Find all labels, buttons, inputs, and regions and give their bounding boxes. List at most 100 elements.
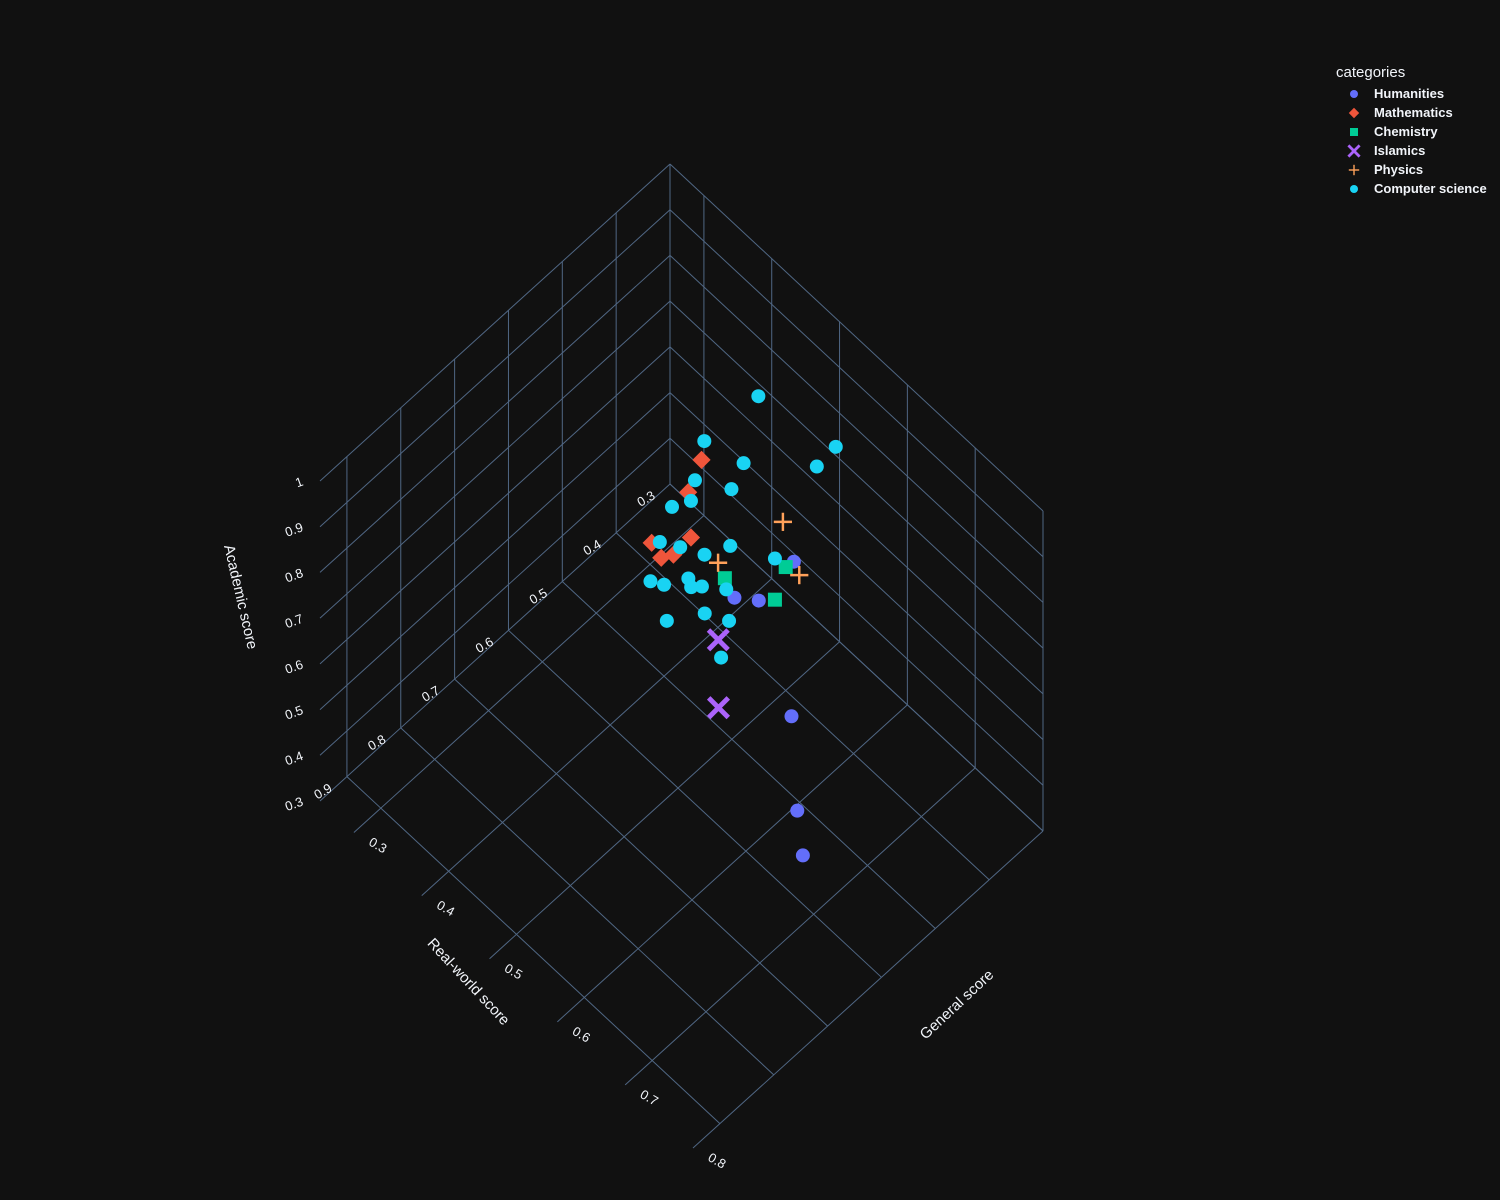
- grid-line-z: [319, 437, 671, 756]
- data-point: [697, 606, 712, 621]
- legend-marker: [1350, 127, 1358, 136]
- data-point: [664, 545, 683, 564]
- data-point: [722, 613, 737, 628]
- data-point: [723, 538, 738, 553]
- y-tick-label: 0.8: [365, 731, 388, 753]
- legend-item[interactable]: Chemistry: [1336, 122, 1487, 141]
- data-point: [659, 613, 674, 628]
- legend-item[interactable]: Mathematics: [1336, 103, 1487, 122]
- grid-line-z: [669, 346, 1044, 695]
- data-point: [795, 848, 810, 863]
- data-point: [683, 493, 698, 508]
- grid-line-x: [421, 578, 773, 897]
- grid-line-z: [669, 392, 1044, 740]
- legend-items: Humanities Mathematics Chemistry Islamics Ph…: [1336, 84, 1487, 198]
- data-point: [767, 551, 782, 566]
- data-point: [714, 650, 729, 665]
- data-point: [751, 389, 766, 404]
- z-tick-label: 0.4: [283, 748, 305, 768]
- data-point: [652, 535, 667, 550]
- legend-title: categories: [1336, 64, 1406, 81]
- legend-item[interactable]: Humanities: [1336, 84, 1487, 103]
- grid-line-y: [561, 581, 936, 929]
- data-point: [652, 548, 671, 567]
- grid-line-x: [489, 641, 840, 960]
- legend-marker: [1347, 143, 1361, 158]
- data-point: [809, 459, 824, 474]
- legend-item[interactable]: Computer science: [1336, 179, 1487, 198]
- x-tick-label: 0.6: [570, 1023, 593, 1045]
- grid-line-z: [319, 346, 671, 665]
- grid-line-z: [669, 255, 1044, 603]
- grid-line-x: [692, 830, 1044, 1149]
- legend-symbol-icon: [1347, 143, 1361, 158]
- data-point: [751, 593, 766, 608]
- z-tick-label: 1: [293, 474, 305, 491]
- y-tick-label: 0.6: [473, 634, 496, 656]
- legend-symbol-icon: [1350, 127, 1358, 136]
- data-point: [643, 574, 658, 589]
- data-point: [681, 528, 701, 547]
- data-point: [694, 579, 709, 594]
- grid-line-x: [353, 515, 705, 833]
- grid-line-y: [454, 678, 828, 1027]
- data-point: [697, 547, 712, 562]
- data-point: [665, 499, 680, 514]
- data-point: [778, 560, 793, 575]
- grid-line-z: [669, 300, 1044, 649]
- x-tick-label: 0.4: [434, 897, 457, 919]
- y-tick-label: 0.4: [580, 536, 603, 558]
- data-point: [684, 580, 699, 595]
- legend-label: Computer science: [1374, 181, 1487, 196]
- legend-label: Physics: [1374, 162, 1424, 177]
- data-point: [717, 571, 732, 586]
- legend-item[interactable]: Physics: [1336, 160, 1487, 179]
- y-tick-label: 0.7: [419, 683, 442, 705]
- x-tick-label: 0.8: [706, 1150, 729, 1172]
- data-point: [719, 582, 734, 597]
- axis-titles: Academic score Real-world score General …: [220, 543, 997, 1043]
- grid-line-y: [400, 727, 775, 1076]
- legend-symbol-icon: [1350, 89, 1358, 98]
- data-point: [697, 434, 712, 449]
- data-markers: [642, 389, 843, 863]
- legend: categories Humanities Mathematics Chemistr…: [1336, 64, 1487, 198]
- grid-line-z: [319, 255, 671, 573]
- grid-line-x: [624, 767, 976, 1086]
- grid-line-y: [346, 776, 721, 1124]
- legend-symbol-icon: [1350, 184, 1358, 193]
- x-tick-label: 0.5: [502, 960, 525, 982]
- x-tick-label: 0.7: [638, 1087, 661, 1109]
- data-point: [736, 456, 751, 471]
- grid-line-y: [508, 629, 882, 978]
- y-tick-label: 0.5: [527, 585, 550, 607]
- grid-line-x: [557, 704, 908, 1023]
- legend-symbol-icon: [1348, 164, 1360, 175]
- data-point: [687, 473, 702, 488]
- legend-label: Humanities: [1374, 86, 1445, 101]
- x-tick-label: 0.3: [366, 834, 389, 856]
- data-point: [767, 592, 782, 607]
- data-point: [673, 540, 688, 555]
- data-point: [724, 482, 739, 497]
- y-tick-label: 0.9: [311, 780, 334, 802]
- data-point: [708, 553, 728, 572]
- z-tick-label: 0.7: [283, 611, 305, 631]
- tick-labels: 0.3 0.4 0.5 0.6 0.7 0.8 0.3 0.4 0.5 0.6 0.7 0.8 0.9 0…: [283, 474, 729, 1172]
- grid-line-z: [319, 163, 671, 482]
- legend-item[interactable]: Islamics: [1336, 141, 1487, 160]
- legend-label: Islamics: [1374, 143, 1426, 158]
- grid-line-z: [669, 209, 1044, 558]
- z-axis-title: Academic score: [220, 543, 261, 651]
- data-point: [642, 533, 661, 552]
- y-tick-label: 0.3: [634, 488, 657, 510]
- legend-symbol-icon: [1348, 107, 1360, 118]
- data-point: [706, 628, 730, 652]
- grid-line-y: [615, 532, 990, 881]
- data-point: [784, 709, 799, 724]
- legend-marker: [1350, 184, 1358, 193]
- data-point: [657, 577, 672, 592]
- z-tick-label: 0.5: [283, 702, 305, 722]
- grid-line-z: [319, 483, 671, 802]
